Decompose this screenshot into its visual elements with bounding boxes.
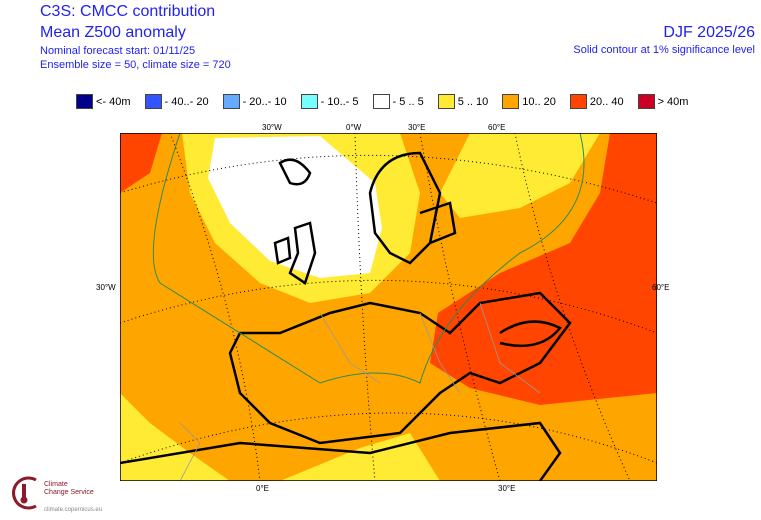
- legend-swatch: [372, 94, 390, 109]
- season: DJF 2025/26: [663, 24, 755, 41]
- legend: <- 40m - 40..- 20 - 20..- 10 - 10..- 5 - 5 .…: [76, 94, 702, 109]
- legend-label: > 40m: [657, 95, 689, 108]
- legend-swatch: [144, 94, 162, 109]
- legend-swatch: [437, 94, 455, 109]
- legend-item: - 20..- 10: [222, 94, 287, 109]
- shading-20-40-nw: [120, 133, 162, 193]
- legend-item: - 40..- 20: [144, 94, 209, 109]
- lon-label-bottom-0e: 0°E: [256, 484, 269, 493]
- shading-20-40-east: [430, 133, 657, 405]
- logo-name-1: Climate: [44, 481, 68, 488]
- z500-anomaly-map: [120, 133, 657, 481]
- legend-item: 10.. 20: [502, 94, 556, 109]
- legend-swatch: [300, 94, 318, 109]
- shading-5-10-ne: [440, 133, 600, 218]
- legend-item: <- 40m: [76, 94, 131, 109]
- forecast-start: Nominal forecast start: 01/11/25: [40, 45, 196, 57]
- borders: [179, 302, 541, 481]
- lon-label-30w: 30°W: [262, 123, 282, 132]
- graticule: [120, 133, 657, 481]
- legend-item: - 10..- 5: [300, 94, 359, 109]
- legend-label: - 20..- 10: [242, 95, 287, 108]
- lon-label-0w: 0°W: [346, 123, 362, 132]
- legend-label: - 40..- 20: [164, 95, 209, 108]
- shading-neutral: [208, 136, 382, 278]
- lon-label-bottom-30e: 30°E: [498, 484, 516, 493]
- legend-label: 10.. 20: [522, 95, 556, 108]
- subtitle: Mean Z500 anomaly: [40, 24, 186, 41]
- legend-swatch: [637, 94, 655, 109]
- legend-item: 5 .. 10: [437, 94, 489, 109]
- legend-label: - 5 .. 5: [392, 95, 424, 108]
- lon-label-30e: 30°E: [408, 123, 426, 132]
- lon-label-60e: 60°E: [488, 123, 506, 132]
- legend-item: > 40m: [637, 94, 689, 109]
- significance-contour: [152, 133, 585, 384]
- ensemble-info: Ensemble size = 50, climate size = 720: [40, 59, 231, 71]
- thermometer-logo-icon: [12, 476, 37, 510]
- title: C3S: CMCC contribution: [40, 3, 216, 20]
- coastlines: [120, 151, 572, 481]
- logo-url[interactable]: climate.copernicus.eu: [44, 507, 103, 513]
- legend-swatch: [76, 94, 93, 109]
- legend-swatch: [502, 94, 520, 109]
- copernicus-logo: Climate Change Service climate.copernicus…: [6, 474, 126, 518]
- legend-item: 20.. 40: [569, 94, 624, 109]
- legend-label: 5 .. 10: [457, 95, 489, 108]
- lon-label-left: 30°W: [96, 283, 116, 292]
- legend-label: 20.. 40: [589, 95, 624, 108]
- significance-note: Solid contour at 1% significance level: [573, 44, 755, 56]
- legend-item: - 5 .. 5: [372, 94, 424, 109]
- logo-name-2: Change Service: [44, 489, 94, 496]
- legend-label: - 10..- 5: [320, 95, 359, 108]
- lon-label-right: 60°E: [652, 283, 670, 292]
- legend-swatch: [569, 94, 587, 109]
- legend-swatch: [222, 94, 240, 109]
- legend-label: <- 40m: [96, 95, 131, 108]
